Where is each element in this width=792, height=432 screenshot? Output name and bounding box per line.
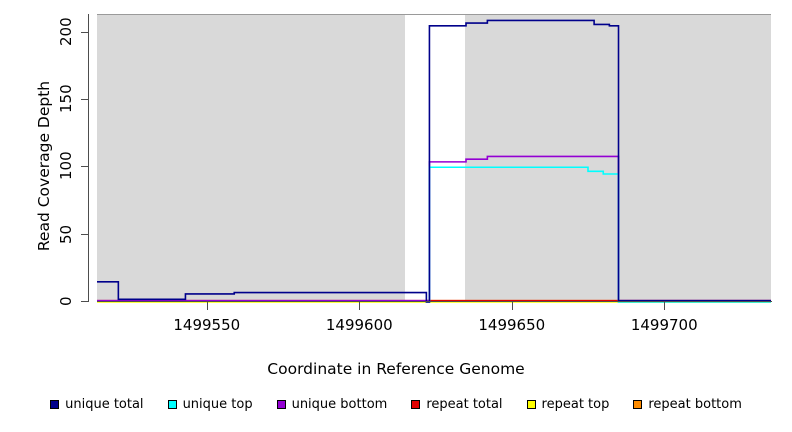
legend-item-label: unique bottom [291,397,388,412]
legend-item: unique total [50,397,144,412]
legend-item: unique bottom [276,397,388,412]
legend-item-label: repeat bottom [648,397,742,412]
x-tick-label: 1499600 [325,316,393,334]
legend-swatch-icon [633,400,643,409]
x-tick-mark [511,302,513,310]
legend-item-label: repeat top [541,397,610,412]
legend-item: repeat top [526,397,610,412]
y-tick-mark [81,31,88,33]
y-tick-mark [81,98,88,100]
legend-swatch-icon [276,400,286,409]
legend-item-label: repeat total [426,397,503,412]
legend-item: repeat bottom [633,398,742,411]
y-tick-label: 0 [57,296,75,306]
y-tick-mark [81,233,88,235]
y-tick-mark [81,166,88,168]
legend-swatch-icon [411,400,421,409]
y-tick-label: 50 [57,224,75,244]
y-tick-label: 200 [57,17,75,46]
x-tick-label: 1499650 [478,316,546,334]
plot-area [97,14,771,303]
legend-item-label: unique total [65,397,144,412]
y-tick-label: 100 [57,151,75,181]
legend-item: repeat total [411,397,503,412]
x-tick-label: 1499550 [173,316,241,334]
legend-item-label: unique top [182,397,253,412]
y-tick-label: 150 [57,84,75,114]
x-tick-label: 1499700 [630,316,698,334]
y-tick-mark [81,301,88,302]
legend-swatch-icon [50,400,60,409]
y-axis-title: Read Coverage Depth [35,80,53,252]
x-tick-mark [664,302,666,310]
y-axis-line [88,14,89,302]
series-line-unique-total [97,20,771,302]
x-axis-line [97,301,772,302]
legend-swatch-icon [526,400,536,409]
x-axis-title: Coordinate in Reference Genome [267,360,525,378]
legend-swatch-icon [167,400,177,409]
coverage-series-svg [97,15,771,303]
x-tick-mark [359,302,361,310]
legend-item: unique top [167,397,253,412]
chart-legend: unique total unique top unique bottom repea… [0,398,792,411]
no-data-gap-region [405,15,465,303]
series-line-unique-top [426,167,771,302]
series-line-unique-bottom [97,156,771,300]
x-tick-mark [206,302,208,310]
